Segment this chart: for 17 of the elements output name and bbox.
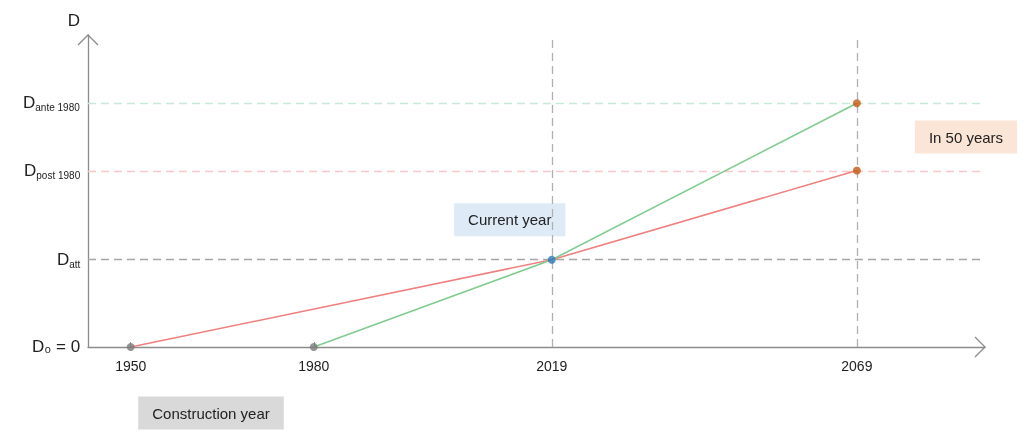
annotation: In 50 years: [928, 128, 1004, 146]
point: [547, 255, 556, 264]
x-tick-label: 1980: [298, 358, 330, 374]
annotation: Current year: [468, 211, 552, 229]
ref-line-label: D$_{ante 1980}$: [23, 93, 80, 116]
point: [852, 99, 861, 108]
point: [309, 343, 318, 351]
x-tick-label: 1950: [115, 358, 147, 374]
point: [852, 166, 861, 175]
text: D₀ = 0: [32, 337, 81, 357]
ref-line-label: D$_{post 1980}$: [24, 160, 81, 183]
y-axis-title: D: [67, 11, 80, 30]
ref-line-label: D$_{att}$: [57, 249, 81, 272]
text: Construction year: [152, 404, 270, 422]
point: [126, 343, 135, 351]
x-tick-label: 2069: [841, 358, 873, 374]
x-tick-label: 2019: [536, 358, 568, 374]
